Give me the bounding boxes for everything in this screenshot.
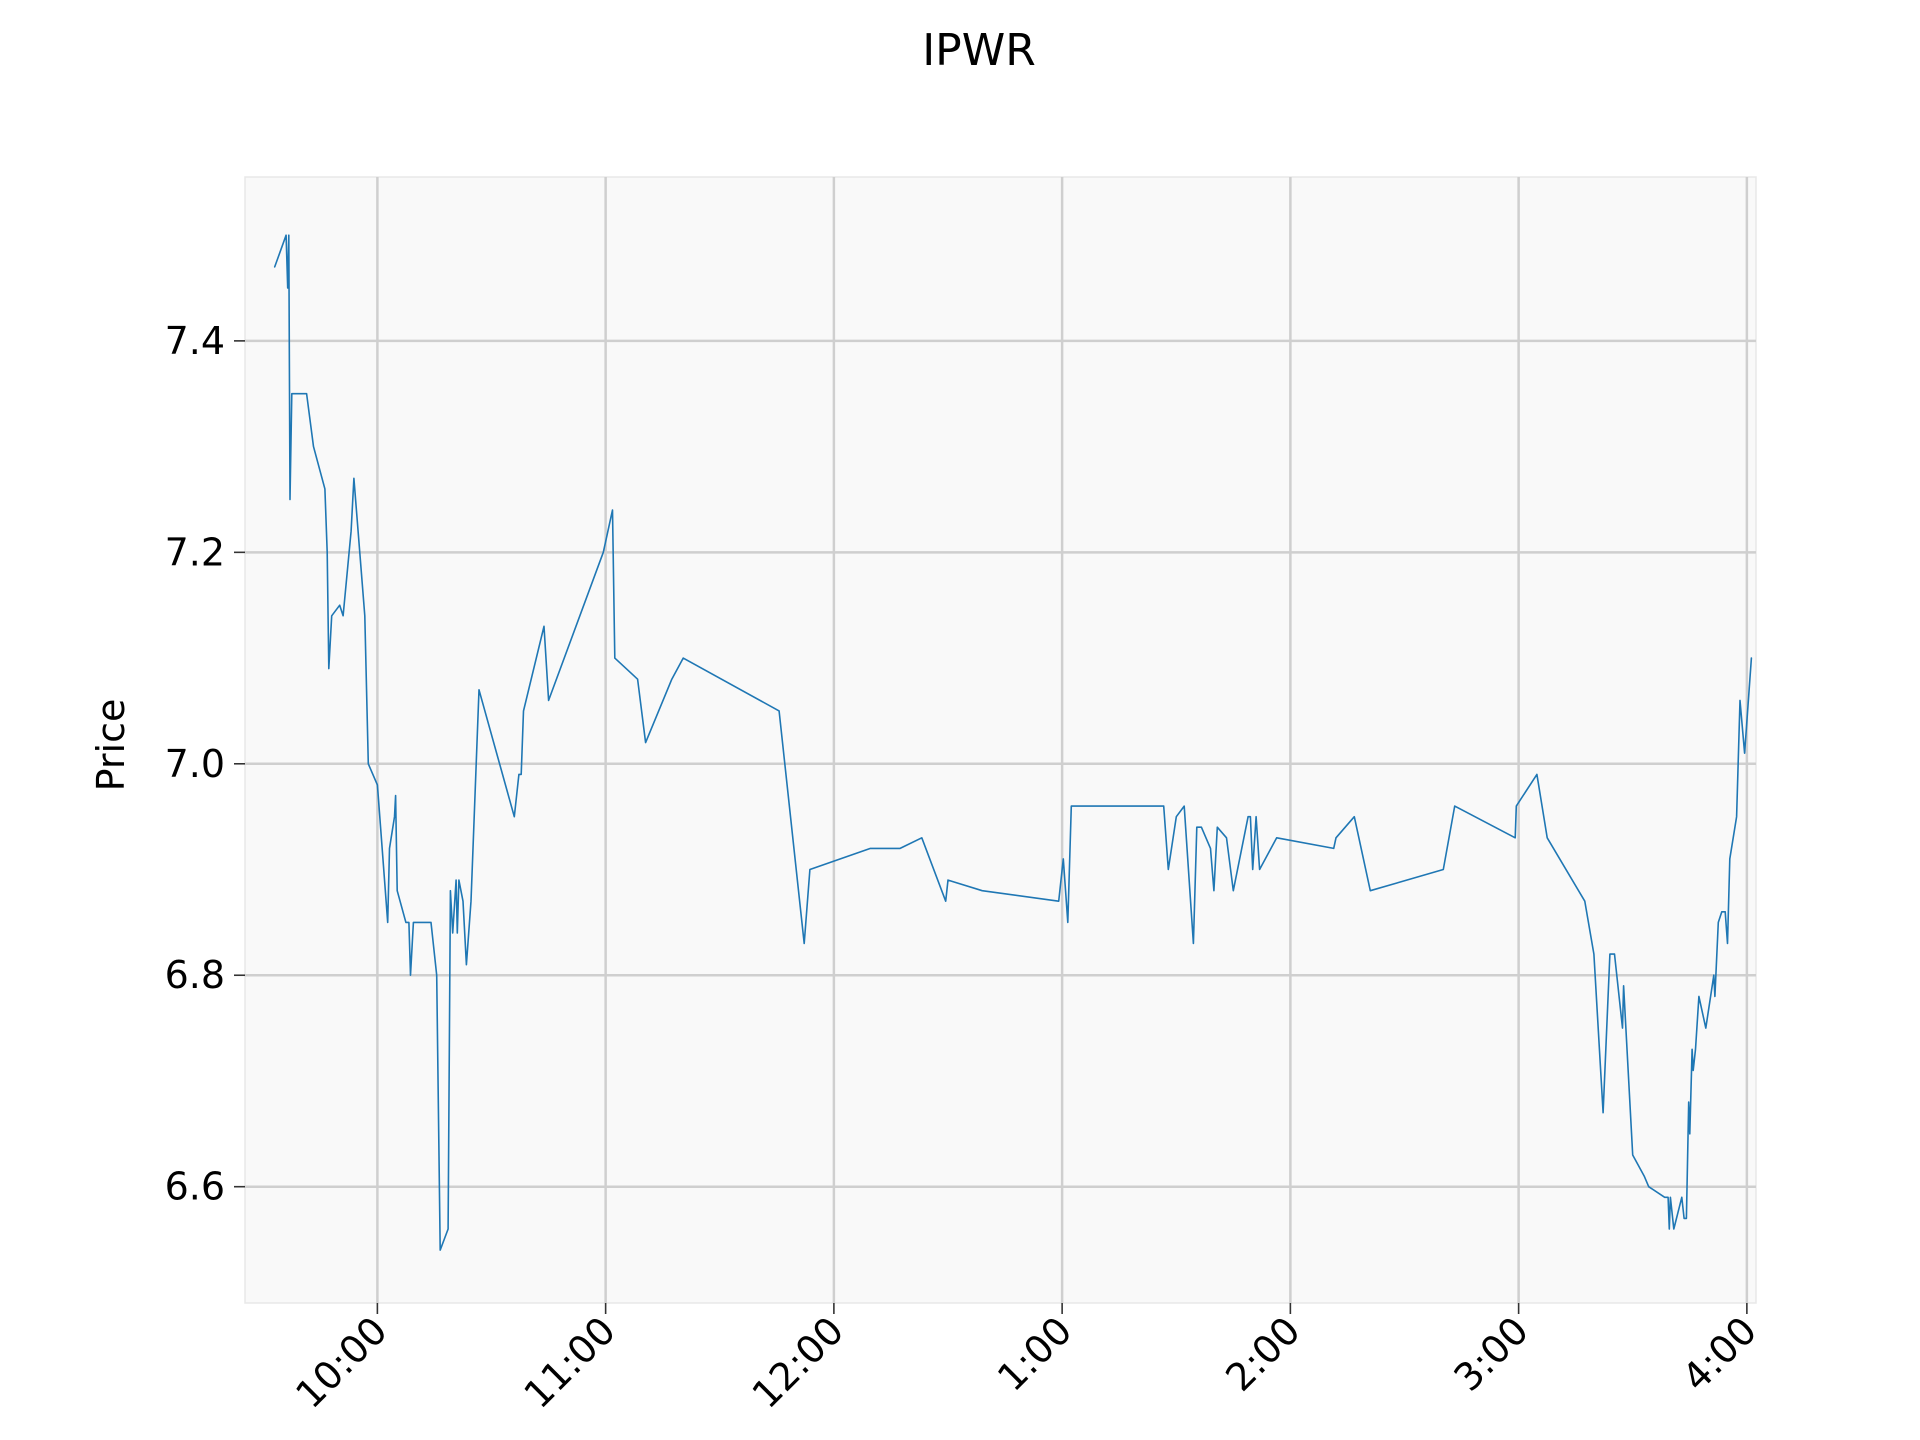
x-tick-label-1: 11:00: [515, 1308, 624, 1417]
chart-title: IPWR: [922, 25, 1036, 76]
grid-lines: [245, 177, 1756, 1303]
y-tick-label-3: 7.2: [165, 530, 225, 574]
x-tick-label-2: 12:00: [744, 1308, 853, 1417]
y-tick-label-1: 6.8: [165, 953, 225, 997]
y-tick-label-4: 7.4: [165, 319, 225, 363]
y-tick-label-2: 7.0: [165, 742, 225, 786]
x-tick-label-3: 1:00: [989, 1308, 1080, 1399]
y-tick-label-0: 6.6: [165, 1165, 225, 1209]
x-tick-label-0: 10:00: [287, 1308, 396, 1417]
x-tick-label-5: 3:00: [1446, 1308, 1537, 1399]
plot-area: [244, 176, 1757, 1304]
x-tick-label-4: 2:00: [1217, 1308, 1308, 1399]
y-axis-label: Price: [89, 699, 133, 792]
series-layer: [273, 234, 1753, 1251]
series-line-ipwr: [273, 234, 1753, 1251]
x-tick-label-6: 4:00: [1674, 1308, 1765, 1399]
